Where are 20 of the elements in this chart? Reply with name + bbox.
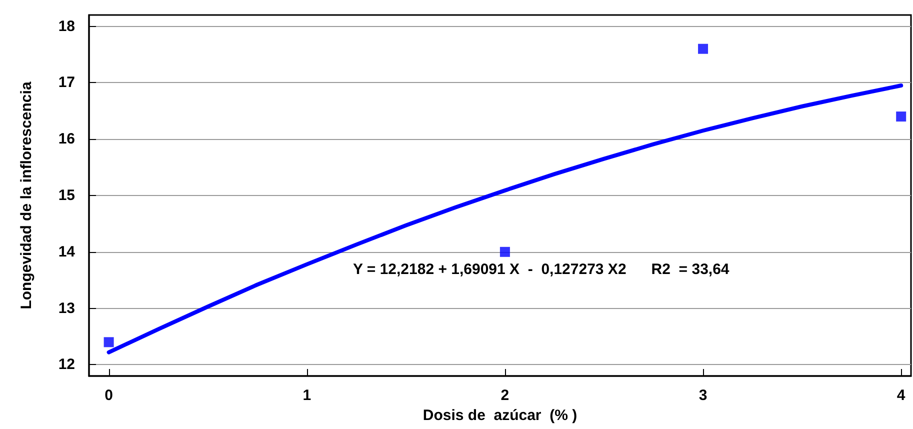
y-tick-label: 16 — [58, 130, 75, 148]
annotation: Y = 12,2182 + 1,69091 X - 0,127273 X2 R2 = 33,64 — [353, 261, 730, 278]
y-axis-title: Longevidad de la inflorescencia — [18, 81, 35, 310]
point — [896, 112, 906, 122]
x-tick-label: 2 — [500, 387, 510, 404]
line-series — [106, 84, 904, 354]
point — [500, 246, 510, 257]
x-tick-label: 4 — [896, 387, 906, 404]
x-tick-label: 1 — [302, 387, 312, 404]
x-axis-title: Dosis de azúcar (% ) — [422, 406, 578, 424]
x-tick-label: 0 — [104, 387, 113, 404]
y-tick-label: 18 — [58, 18, 75, 35]
y-tick-label: 15 — [58, 187, 75, 204]
y-tick-label: 17 — [58, 74, 75, 92]
y-tick-label: 12 — [58, 356, 75, 374]
x-tick-label: 3 — [698, 387, 708, 404]
point — [104, 337, 114, 348]
y-tick-label: 13 — [58, 300, 75, 317]
y-tick-label: 14 — [58, 243, 76, 260]
point — [698, 44, 708, 54]
